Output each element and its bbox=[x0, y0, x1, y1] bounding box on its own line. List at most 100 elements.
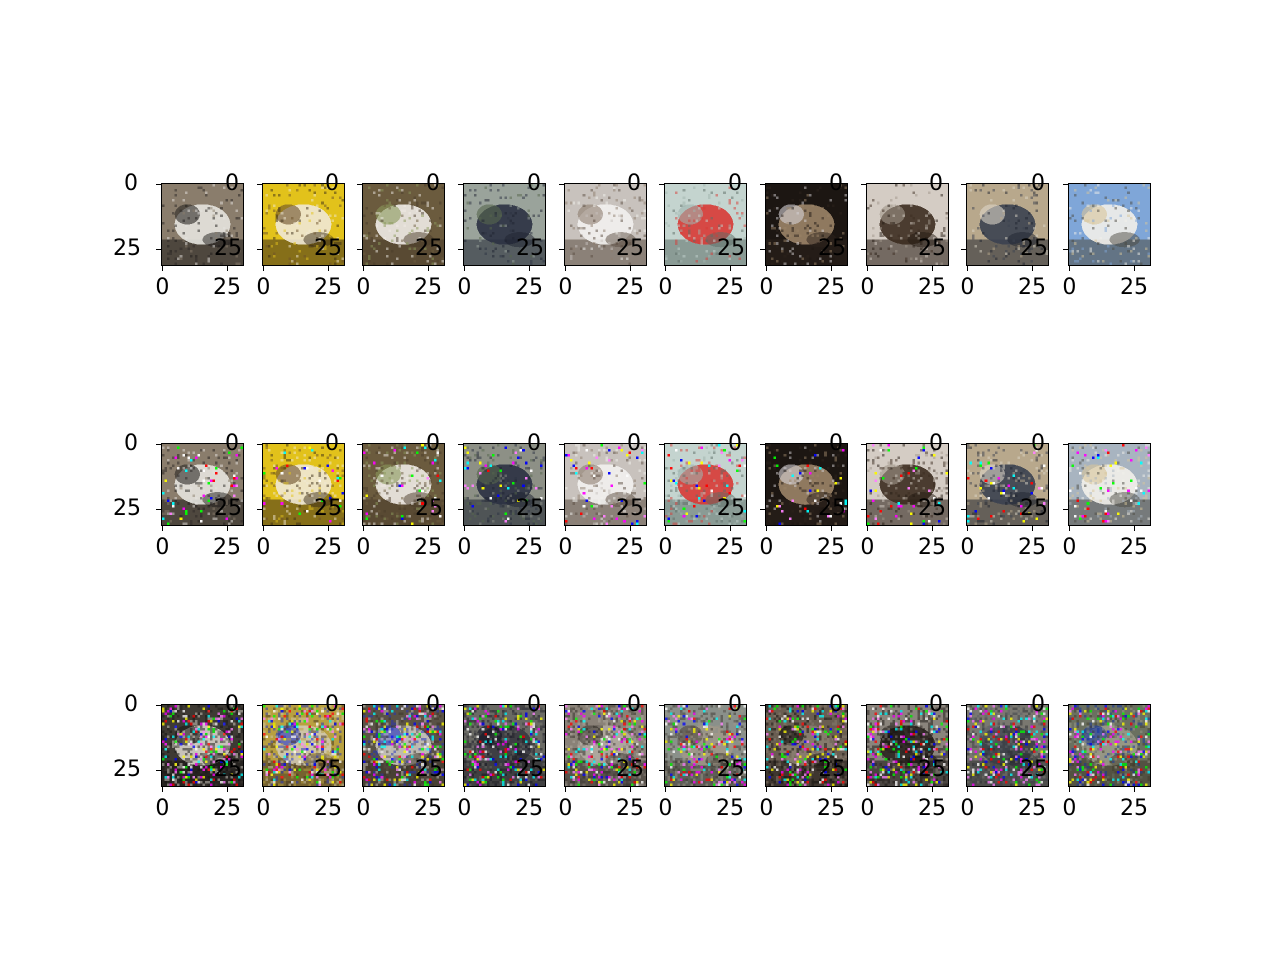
y-tick-label-25: 25 bbox=[314, 496, 342, 521]
image-axes bbox=[866, 443, 949, 526]
x-tick-label-25: 25 bbox=[1120, 535, 1148, 560]
image-axes bbox=[564, 704, 647, 787]
x-tick-label-25: 25 bbox=[414, 796, 442, 821]
x-tick-0 bbox=[262, 266, 264, 271]
x-tick-0 bbox=[161, 266, 163, 271]
x-tick-label-25: 25 bbox=[1018, 796, 1046, 821]
image-axes bbox=[664, 704, 747, 787]
x-tick-25 bbox=[226, 526, 228, 531]
image-axes bbox=[1068, 183, 1151, 266]
x-tick-25 bbox=[427, 526, 429, 531]
y-tick-label-25: 25 bbox=[113, 757, 141, 782]
x-tick-label-0: 0 bbox=[658, 535, 673, 560]
image-axes bbox=[262, 183, 345, 266]
x-tick-label-0: 0 bbox=[860, 275, 875, 300]
x-tick-label-25: 25 bbox=[515, 535, 543, 560]
x-tick-label-0: 0 bbox=[759, 535, 774, 560]
x-tick-25 bbox=[1133, 266, 1135, 271]
x-tick-label-0: 0 bbox=[960, 275, 975, 300]
image-thumbnail bbox=[665, 705, 746, 786]
image-thumbnail bbox=[565, 705, 646, 786]
x-tick-label-0: 0 bbox=[658, 796, 673, 821]
y-tick-label-25: 25 bbox=[214, 236, 242, 261]
x-tick-label-25: 25 bbox=[1018, 275, 1046, 300]
y-tick-0 bbox=[861, 443, 866, 445]
x-tick-25 bbox=[629, 266, 631, 271]
x-tick-label-0: 0 bbox=[356, 275, 371, 300]
image-panel-noise-2: 0 25 0 25 bbox=[214, 694, 345, 820]
y-tick-label-25: 25 bbox=[616, 757, 644, 782]
y-tick-0 bbox=[257, 183, 262, 185]
x-tick-25 bbox=[931, 787, 933, 792]
x-tick-25 bbox=[427, 266, 429, 271]
x-tick-label-0: 0 bbox=[356, 535, 371, 560]
y-tick-label-0: 0 bbox=[124, 171, 138, 197]
x-tick-0 bbox=[362, 526, 364, 531]
y-tick-25 bbox=[257, 248, 262, 250]
y-tick-label-0: 0 bbox=[325, 171, 339, 197]
image-thumbnail bbox=[363, 444, 444, 525]
y-tick-label-25: 25 bbox=[818, 236, 846, 261]
x-tick-0 bbox=[362, 266, 364, 271]
image-axes bbox=[161, 443, 244, 526]
image-thumbnail bbox=[263, 705, 344, 786]
image-panel-original-2: 0 25 0 25 bbox=[214, 173, 345, 299]
y-tick-0 bbox=[559, 183, 564, 185]
y-tick-0 bbox=[659, 183, 664, 185]
image-panel-original-10: 0 25 0 25 bbox=[1020, 173, 1151, 299]
x-tick-label-25: 25 bbox=[314, 535, 342, 560]
image-axes bbox=[765, 443, 848, 526]
x-tick-0 bbox=[866, 266, 868, 271]
x-tick-25 bbox=[729, 526, 731, 531]
y-tick-label-0: 0 bbox=[325, 692, 339, 718]
y-tick-label-0: 0 bbox=[1031, 431, 1045, 457]
y-tick-label-25: 25 bbox=[818, 757, 846, 782]
x-tick-label-0: 0 bbox=[1062, 535, 1077, 560]
x-tick-label-25: 25 bbox=[817, 796, 845, 821]
y-tick-0 bbox=[659, 704, 664, 706]
y-tick-25 bbox=[1063, 508, 1068, 510]
x-tick-25 bbox=[528, 266, 530, 271]
image-thumbnail bbox=[967, 444, 1048, 525]
x-tick-label-0: 0 bbox=[558, 796, 573, 821]
y-tick-25 bbox=[1063, 769, 1068, 771]
y-tick-label-0: 0 bbox=[225, 171, 239, 197]
image-panel-noise-1: 0 25 0 25 bbox=[113, 694, 244, 820]
y-tick-25 bbox=[357, 248, 362, 250]
x-tick-label-0: 0 bbox=[155, 275, 170, 300]
y-tick-25 bbox=[659, 248, 664, 250]
image-axes bbox=[463, 183, 546, 266]
x-tick-label-25: 25 bbox=[1018, 535, 1046, 560]
y-tick-25 bbox=[961, 248, 966, 250]
y-tick-label-0: 0 bbox=[527, 171, 541, 197]
y-tick-25 bbox=[156, 769, 161, 771]
y-tick-label-25: 25 bbox=[717, 757, 745, 782]
y-tick-0 bbox=[458, 183, 463, 185]
y-tick-25 bbox=[458, 769, 463, 771]
x-tick-label-0: 0 bbox=[658, 275, 673, 300]
x-tick-0 bbox=[866, 787, 868, 792]
y-tick-25 bbox=[559, 248, 564, 250]
image-panel-original-9: 0 25 0 25 bbox=[918, 173, 1049, 299]
image-axes bbox=[966, 704, 1049, 787]
image-axes bbox=[765, 704, 848, 787]
y-tick-25 bbox=[961, 508, 966, 510]
y-tick-label-25: 25 bbox=[214, 757, 242, 782]
image-panel-original-8: 0 25 0 25 bbox=[818, 173, 949, 299]
x-tick-25 bbox=[830, 526, 832, 531]
y-tick-label-0: 0 bbox=[929, 692, 943, 718]
image-panel-perturbed-5: 0 25 0 25 bbox=[516, 433, 647, 559]
y-tick-label-25: 25 bbox=[314, 757, 342, 782]
y-tick-label-25: 25 bbox=[616, 236, 644, 261]
y-tick-25 bbox=[156, 508, 161, 510]
x-tick-label-0: 0 bbox=[356, 796, 371, 821]
image-panel-noise-7: 0 25 0 25 bbox=[717, 694, 848, 820]
y-tick-label-25: 25 bbox=[314, 236, 342, 261]
x-tick-label-25: 25 bbox=[817, 275, 845, 300]
x-tick-25 bbox=[729, 787, 731, 792]
y-tick-label-0: 0 bbox=[829, 692, 843, 718]
image-panel-perturbed-8: 0 25 0 25 bbox=[818, 433, 949, 559]
y-tick-label-0: 0 bbox=[728, 171, 742, 197]
image-thumbnail bbox=[263, 184, 344, 265]
y-tick-label-25: 25 bbox=[1020, 496, 1048, 521]
